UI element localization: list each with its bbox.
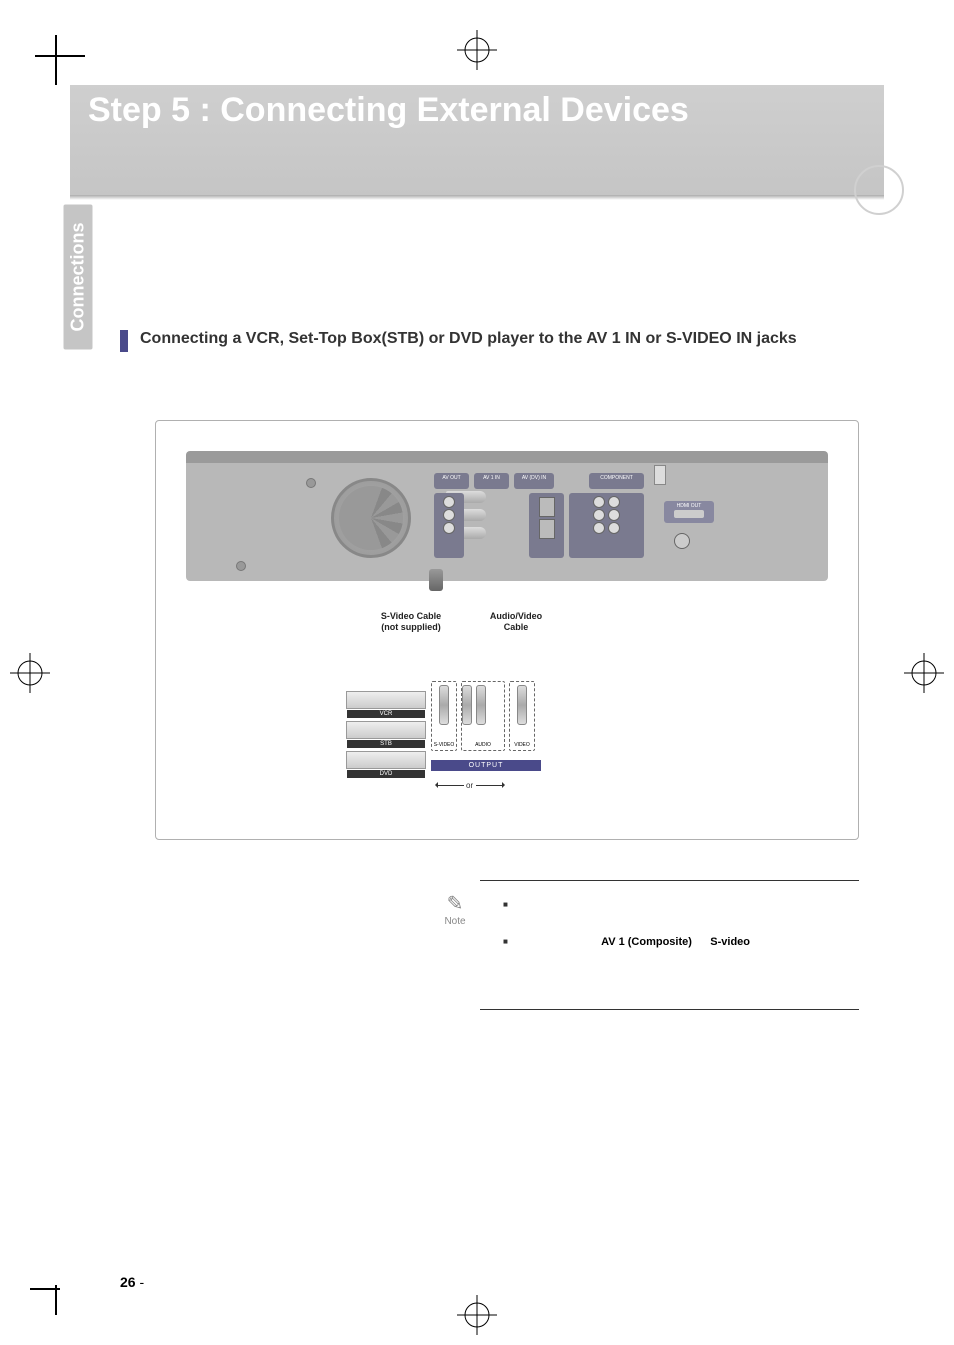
jack-coax: [674, 533, 690, 549]
crop-mark-top: [457, 30, 497, 70]
screw-icon: [236, 561, 246, 571]
crop-mark-bottom: [457, 1295, 497, 1335]
note-label: Note: [440, 916, 470, 927]
page-number: 26 -: [120, 1274, 144, 1290]
dvd-device: DVD: [346, 751, 426, 769]
or-label: or: [466, 781, 473, 790]
output-svideo: S-VIDEO: [431, 681, 457, 751]
stb-device: STB: [346, 721, 426, 739]
antenna-jack: [654, 465, 666, 485]
note-bullet-list: AV 1 (Composite) S-video: [503, 897, 851, 951]
section-bar: [120, 330, 128, 352]
jack-panel: AV OUT AV 1 IN AV (DV) IN COMPONENT: [434, 473, 798, 573]
section-heading: Connecting a VCR, Set-Top Box(STB) or DV…: [140, 330, 884, 348]
side-tab-connections: Connections: [64, 204, 93, 349]
jack-label-av1in: AV 1 IN: [474, 473, 509, 489]
output-bar-label: OUTPUT: [431, 760, 541, 771]
note-box: ✎ Note AV 1 (Composite) S-video: [480, 880, 859, 1010]
vcr-device: VCR: [346, 691, 426, 709]
crop-mark-right: [904, 653, 944, 693]
pencil-icon: ✎: [440, 891, 470, 916]
jack-group-out: [434, 493, 464, 558]
screw-icon: [306, 478, 316, 488]
corner-mark-bl-h: [30, 1288, 60, 1290]
svideo-cable-label: S-Video Cable (not supplied): [371, 611, 451, 633]
fan-icon: [331, 478, 411, 558]
crop-mark-left: [10, 653, 50, 693]
output-audio: AUDIO: [461, 681, 505, 751]
jack-label-component: COMPONENT: [589, 473, 644, 489]
disc-graphic-hole: [854, 165, 904, 215]
jack-label-avdvin: AV (DV) IN: [514, 473, 554, 489]
note-bullet: [503, 897, 851, 930]
recorder-rear-panel: AV OUT AV 1 IN AV (DV) IN COMPONENT: [186, 451, 828, 581]
note-icon: ✎ Note: [440, 891, 470, 927]
jack-label-hdmi: HDMI OUT: [664, 501, 714, 523]
output-panel: S-VIDEO AUDIO VIDEO OUTPUT: [431, 681, 541, 771]
note-bullet: AV 1 (Composite) S-video: [503, 934, 851, 951]
page-title: Step 5 : Connecting External Devices: [88, 91, 689, 130]
jack-label-avout: AV OUT: [434, 473, 469, 489]
or-arrow-right: [476, 785, 504, 786]
jack-group-dv: [529, 493, 564, 558]
connection-diagram: AV OUT AV 1 IN AV (DV) IN COMPONENT: [155, 420, 859, 840]
jack-group-component: [569, 493, 644, 558]
corner-mark-h: [35, 55, 85, 57]
header-bar: Step 5 : Connecting External Devices: [70, 85, 884, 195]
svideo-plug-icon: [429, 569, 443, 591]
corner-mark-v: [55, 35, 57, 85]
av-cable-label: Audio/Video Cable: [476, 611, 556, 633]
output-video: VIDEO: [509, 681, 535, 751]
source-devices: VCR STB DVD: [346, 691, 426, 771]
or-arrow-left: [436, 785, 464, 786]
